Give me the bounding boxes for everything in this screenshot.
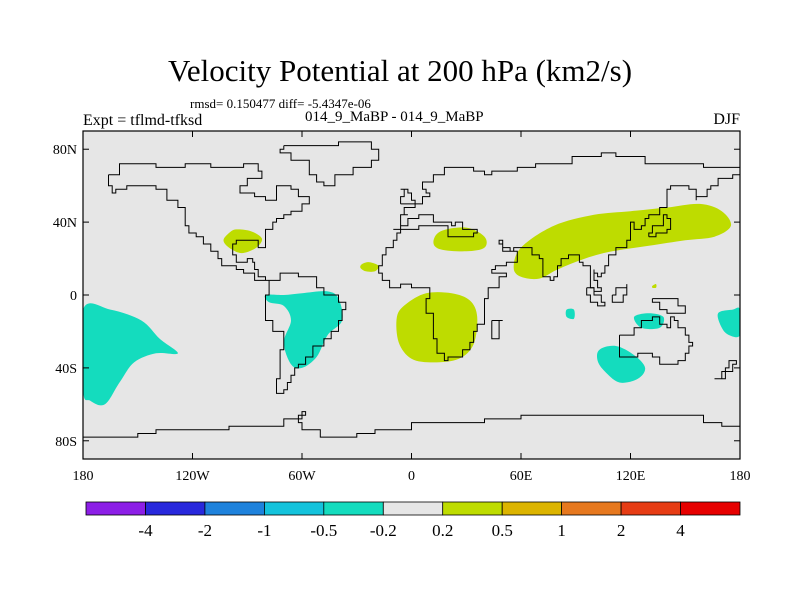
y-tick-label: 40N: [53, 216, 77, 231]
chart-title: Velocity Potential at 200 hPa (km2/s): [167, 53, 633, 88]
south-america-coast: [265, 272, 347, 394]
x-tick-label: 180: [73, 469, 94, 484]
colorbar-level-label: 0.5: [492, 521, 513, 540]
x-tick-label: 60E: [510, 469, 533, 484]
negative-anomaly-tasman: [717, 307, 740, 338]
colorbar-level-label: -1: [257, 521, 271, 540]
x-tick-label: 180: [730, 469, 751, 484]
x-tick-label: 0: [408, 469, 415, 484]
y-tick-label: 80N: [53, 143, 77, 158]
x-tick-label: 60W: [288, 469, 316, 484]
borneo-coast: [611, 284, 628, 303]
australia-coast: [619, 316, 694, 365]
positive-anomaly-asia: [513, 203, 732, 280]
colorbar-level-label: 2: [617, 521, 626, 540]
colorbar-level-label: -2: [198, 521, 212, 540]
x-tick-label: 120E: [616, 469, 646, 484]
new-zealand-coast: [714, 360, 737, 380]
axes-layer: 180 120W 60W 0 60E 120E 180 80N 40N 0 40S 80S: [53, 131, 751, 484]
season-label: DJF: [713, 111, 740, 128]
antarctica-coast: [83, 411, 740, 438]
madagascar-coast: [491, 320, 503, 340]
rmsd-diff-stats: rmsd= 0.150477 diff= -5.4347e-06: [190, 96, 371, 111]
colorbar-swatch: [561, 501, 622, 516]
negative-anomaly-australia: [596, 345, 646, 383]
y-tick-label: 0: [70, 289, 77, 304]
colorbar-swatch: [263, 501, 325, 516]
colorbar-swatch: [145, 501, 206, 516]
positive-anomaly-west-africa: [360, 262, 379, 272]
case-label: 014_9_MaBP - 014_9_MaBP: [305, 109, 484, 125]
uk-coast: [400, 188, 416, 205]
negative-anomaly-south-america: [264, 291, 343, 369]
negative-anomaly-indian-ocean: [565, 308, 575, 320]
negative-anomaly-south-pacific: [83, 303, 178, 406]
eurasia-africa-coast: [378, 152, 740, 362]
new-guinea-coast: [651, 298, 686, 314]
colorbar-swatch: [382, 501, 444, 516]
colorbar-swatch: [680, 501, 741, 516]
colorbar-swatch: [204, 501, 265, 516]
colorbar-swatch: [85, 501, 146, 516]
colorbar-swatch: [323, 501, 384, 516]
sumatra-coast: [586, 287, 606, 307]
colorbar-level-label: -4: [138, 521, 153, 540]
colorbar-swatch: [501, 501, 563, 516]
experiment-label: Expt = tflmd-tfksd: [83, 112, 203, 129]
japan-coast: [648, 214, 672, 238]
positive-anomaly-southern-africa: [396, 292, 478, 363]
colorbar-swatch: [442, 501, 503, 516]
colorbar: -4 -2 -1 -0.5 -0.2 0.2 0.5 1 2 4: [85, 501, 741, 540]
greenland-coast: [279, 141, 380, 187]
colorbar-level-label: -0.2: [370, 521, 397, 540]
coastline-layer: [83, 141, 740, 438]
colorbar-level-label: 1: [557, 521, 566, 540]
colorbar-swatch: [620, 501, 681, 516]
positive-anomaly-pacific-dot: [651, 284, 657, 289]
north-america-coast: [108, 163, 310, 281]
colorbar-level-label: -0.5: [310, 521, 337, 540]
colorbar-level-label: 0.2: [432, 521, 453, 540]
y-tick-label: 80S: [55, 435, 77, 450]
x-tick-label: 120W: [175, 469, 210, 484]
anomaly-fill-layer: [83, 203, 740, 406]
colorbar-level-label: 4: [676, 521, 685, 540]
map-background: [83, 131, 740, 459]
y-tick-label: 40S: [55, 362, 77, 377]
